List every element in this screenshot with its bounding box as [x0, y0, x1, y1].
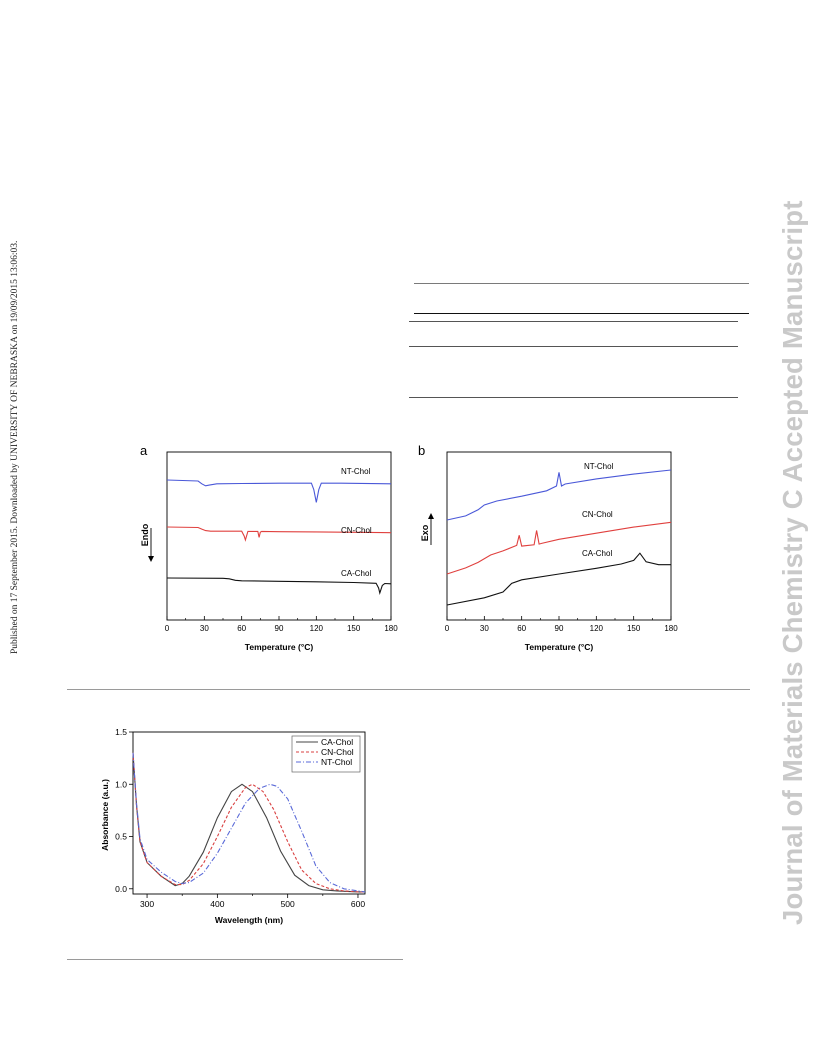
x-tick-label: 180	[384, 624, 398, 633]
x-tick-label: 120	[590, 624, 604, 633]
series-line-nt-chol	[166, 479, 392, 503]
exo-axis-label: Exo	[420, 524, 430, 541]
series-line-ca-chol	[166, 577, 392, 595]
x-tick-label: 500	[281, 899, 295, 909]
legend-item-ca-chol: CA-Chol	[321, 737, 353, 747]
x-tick-label: 180	[664, 624, 678, 633]
table-rule-header-bottom	[409, 321, 738, 322]
svg-text:Absorbance (a.u.): Absorbance (a.u.)	[100, 779, 110, 851]
y-tick-label: 1.0	[115, 779, 127, 789]
figure-rule	[67, 689, 750, 690]
series-label-cn-chol: CN-Chol	[582, 510, 613, 519]
y-tick-label: 0.5	[115, 832, 127, 842]
series-line-ca-chol	[132, 752, 365, 893]
series-line-cn-chol	[166, 526, 392, 542]
x-tick-label: 60	[517, 624, 526, 633]
series-line-cn-chol	[132, 752, 365, 893]
table-rule-top	[414, 283, 749, 284]
x-tick-label: 400	[210, 899, 224, 909]
x-tick-label: 90	[555, 624, 564, 633]
x-tick-label: 30	[480, 624, 489, 633]
series-label-ca-chol: CA-Chol	[582, 549, 612, 558]
legend-item-cn-chol: CN-Chol	[321, 747, 354, 757]
table-rule-header-top	[414, 313, 749, 314]
y-tick-label: 0.0	[115, 884, 127, 894]
absorbance-chart: 300 400 500 600 0.0 0.5 1.0 1.5 Wavelength (nm)…	[100, 727, 366, 925]
journal-watermark: Journal of Materials Chemistry C Accepte…	[777, 200, 808, 925]
x-tick-label: 30	[200, 624, 209, 633]
y-tick-label: 1.5	[115, 727, 127, 737]
series-label-ca-chol: CA-Chol	[341, 569, 371, 578]
x-tick-label: 150	[347, 624, 361, 633]
series-line-cn-chol	[446, 521, 672, 575]
legend-item-nt-chol: NT-Chol	[321, 757, 352, 767]
x-axis-label-b: Temperature (°C)	[525, 642, 594, 652]
svg-text:Exo: Exo	[420, 524, 430, 541]
panel-label-b: b	[418, 443, 425, 458]
svg-text:Endo: Endo	[140, 523, 150, 546]
x-axis-label-c: Wavelength (nm)	[215, 915, 283, 925]
table-rule-mid	[409, 346, 738, 347]
series-label-cn-chol: CN-Chol	[341, 526, 372, 535]
side-publication-note: Published on 17 September 2015. Download…	[10, 240, 20, 654]
x-tick-label: 150	[627, 624, 641, 633]
dsc-panel-a: a NT-Chol CN-Chol CA-Chol 0 30 60 90 120 150 180…	[140, 443, 398, 652]
y-axis-label-c: Absorbance (a.u.)	[100, 779, 110, 851]
x-tick-label: 0	[445, 624, 450, 633]
x-tick-label: 120	[310, 624, 324, 633]
series-line-nt-chol	[446, 469, 672, 521]
dsc-panel-b: b NT-Chol CN-Chol CA-Chol 0 30 60 90 120 150 180…	[418, 443, 678, 652]
endo-axis-label: Endo	[140, 523, 150, 546]
x-tick-label: 0	[165, 624, 170, 633]
figure-rule-bottom	[67, 959, 403, 960]
series-label-nt-chol: NT-Chol	[584, 462, 614, 471]
x-tick-label: 60	[237, 624, 246, 633]
series-label-nt-chol: NT-Chol	[341, 467, 371, 476]
table-rule-bottom	[409, 397, 738, 398]
series-line-ca-chol	[446, 552, 671, 606]
x-tick-label: 300	[140, 899, 154, 909]
x-axis-label-a: Temperature (°C)	[245, 642, 314, 652]
x-tick-label: 600	[351, 899, 365, 909]
panel-label-a: a	[140, 443, 148, 458]
series-line-nt-chol	[132, 752, 366, 893]
x-tick-label: 90	[275, 624, 284, 633]
